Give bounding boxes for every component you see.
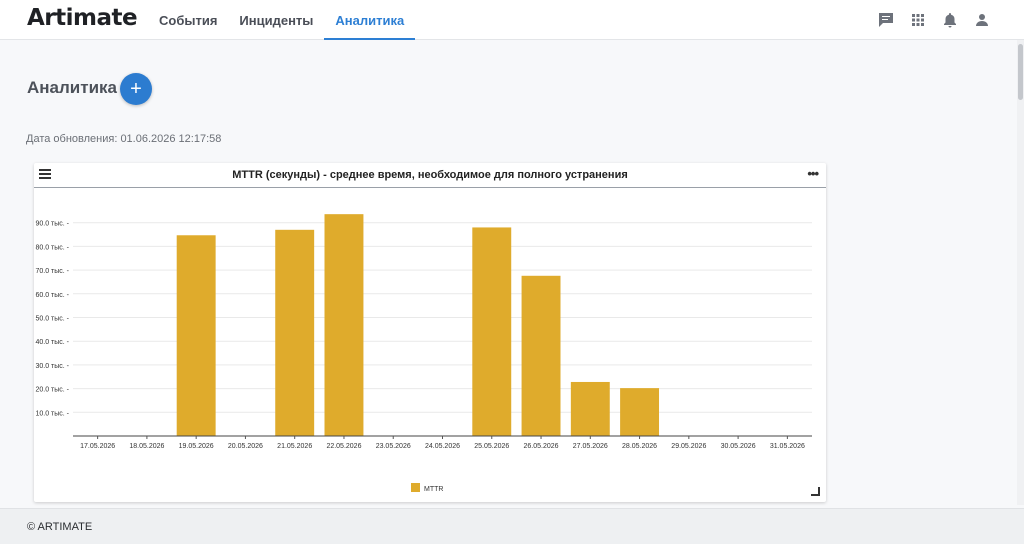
x-tick-label: 27.05.2026 [573,443,608,450]
legend-swatch [411,483,420,492]
y-tick-label: 80.0 тыс. - [35,244,69,251]
y-tick-label: 90.0 тыс. - [35,221,69,228]
top-icons [876,10,991,29]
add-dashboard-button[interactable]: + [120,73,152,105]
y-tick-label: 20.0 тыс. - [35,387,69,394]
footer: © ARTIMATE [0,508,1024,544]
page-scrollbar-track[interactable] [1017,40,1024,505]
bar [324,214,364,436]
chart-card-header: MTTR (секунды) - среднее время, необходи… [34,163,826,188]
y-tick-label: 50.0 тыс. - [35,316,69,323]
bell-icon[interactable] [940,10,959,29]
resize-handle-icon[interactable] [811,487,820,496]
bar [570,381,610,436]
x-tick-label: 31.05.2026 [770,443,805,450]
nav-tab-analytics[interactable]: Аналитика [324,0,416,40]
y-tick-label: 10.0 тыс. - [35,410,69,417]
x-tick-label: 23.05.2026 [376,443,411,450]
legend-label: MTTR [424,486,443,493]
update-date: Дата обновления: 01.06.2026 12:17:58 [26,133,222,145]
x-tick-label: 18.05.2026 [129,443,164,450]
y-tick-label: 40.0 тыс. - [35,339,69,346]
x-tick-label: 20.05.2026 [228,443,263,450]
chart-card: MTTR (секунды) - среднее время, необходи… [34,163,826,502]
more-options-icon[interactable]: ••• [807,166,819,181]
x-tick-label: 28.05.2026 [622,443,657,450]
bar [472,227,512,436]
bar [620,388,660,436]
artimate-logo[interactable]: Artimate [27,5,138,31]
top-bar: Artimate События Инциденты Аналитика [0,0,1024,40]
y-tick-label: 70.0 тыс. - [35,268,69,275]
x-tick-label: 21.05.2026 [277,443,312,450]
x-tick-label: 22.05.2026 [326,443,361,450]
bar [275,229,315,436]
hamburger-menu-icon[interactable] [39,169,51,181]
y-tick-label: 60.0 тыс. - [35,292,69,299]
x-tick-label: 17.05.2026 [80,443,115,450]
nav-tab-incidents[interactable]: Инциденты [239,12,314,28]
chat-icon[interactable] [876,10,895,29]
user-icon[interactable] [972,10,991,29]
bar [521,275,561,436]
main-nav: События Инциденты Аналитика [148,0,416,40]
x-tick-label: 30.05.2026 [721,443,756,450]
x-tick-label: 25.05.2026 [474,443,509,450]
page-title: Аналитика [27,78,117,97]
apps-grid-icon[interactable] [908,10,927,29]
footer-copyright: © ARTIMATE [27,521,93,533]
x-tick-label: 29.05.2026 [671,443,706,450]
x-tick-label: 26.05.2026 [524,443,559,450]
chart-title: MTTR (секунды) - среднее время, необходи… [232,169,628,181]
bar [176,235,216,436]
nav-tab-events[interactable]: События [159,12,218,28]
page-scrollbar-thumb[interactable] [1018,44,1023,100]
mttr-bar-chart: 10.0 тыс. - 20.0 тыс. - 30.0 тыс. - 40.0 ты… [35,214,812,493]
x-tick-label: 19.05.2026 [179,443,214,450]
y-tick-label: 30.0 тыс. - [35,363,69,370]
x-tick-label: 24.05.2026 [425,443,460,450]
